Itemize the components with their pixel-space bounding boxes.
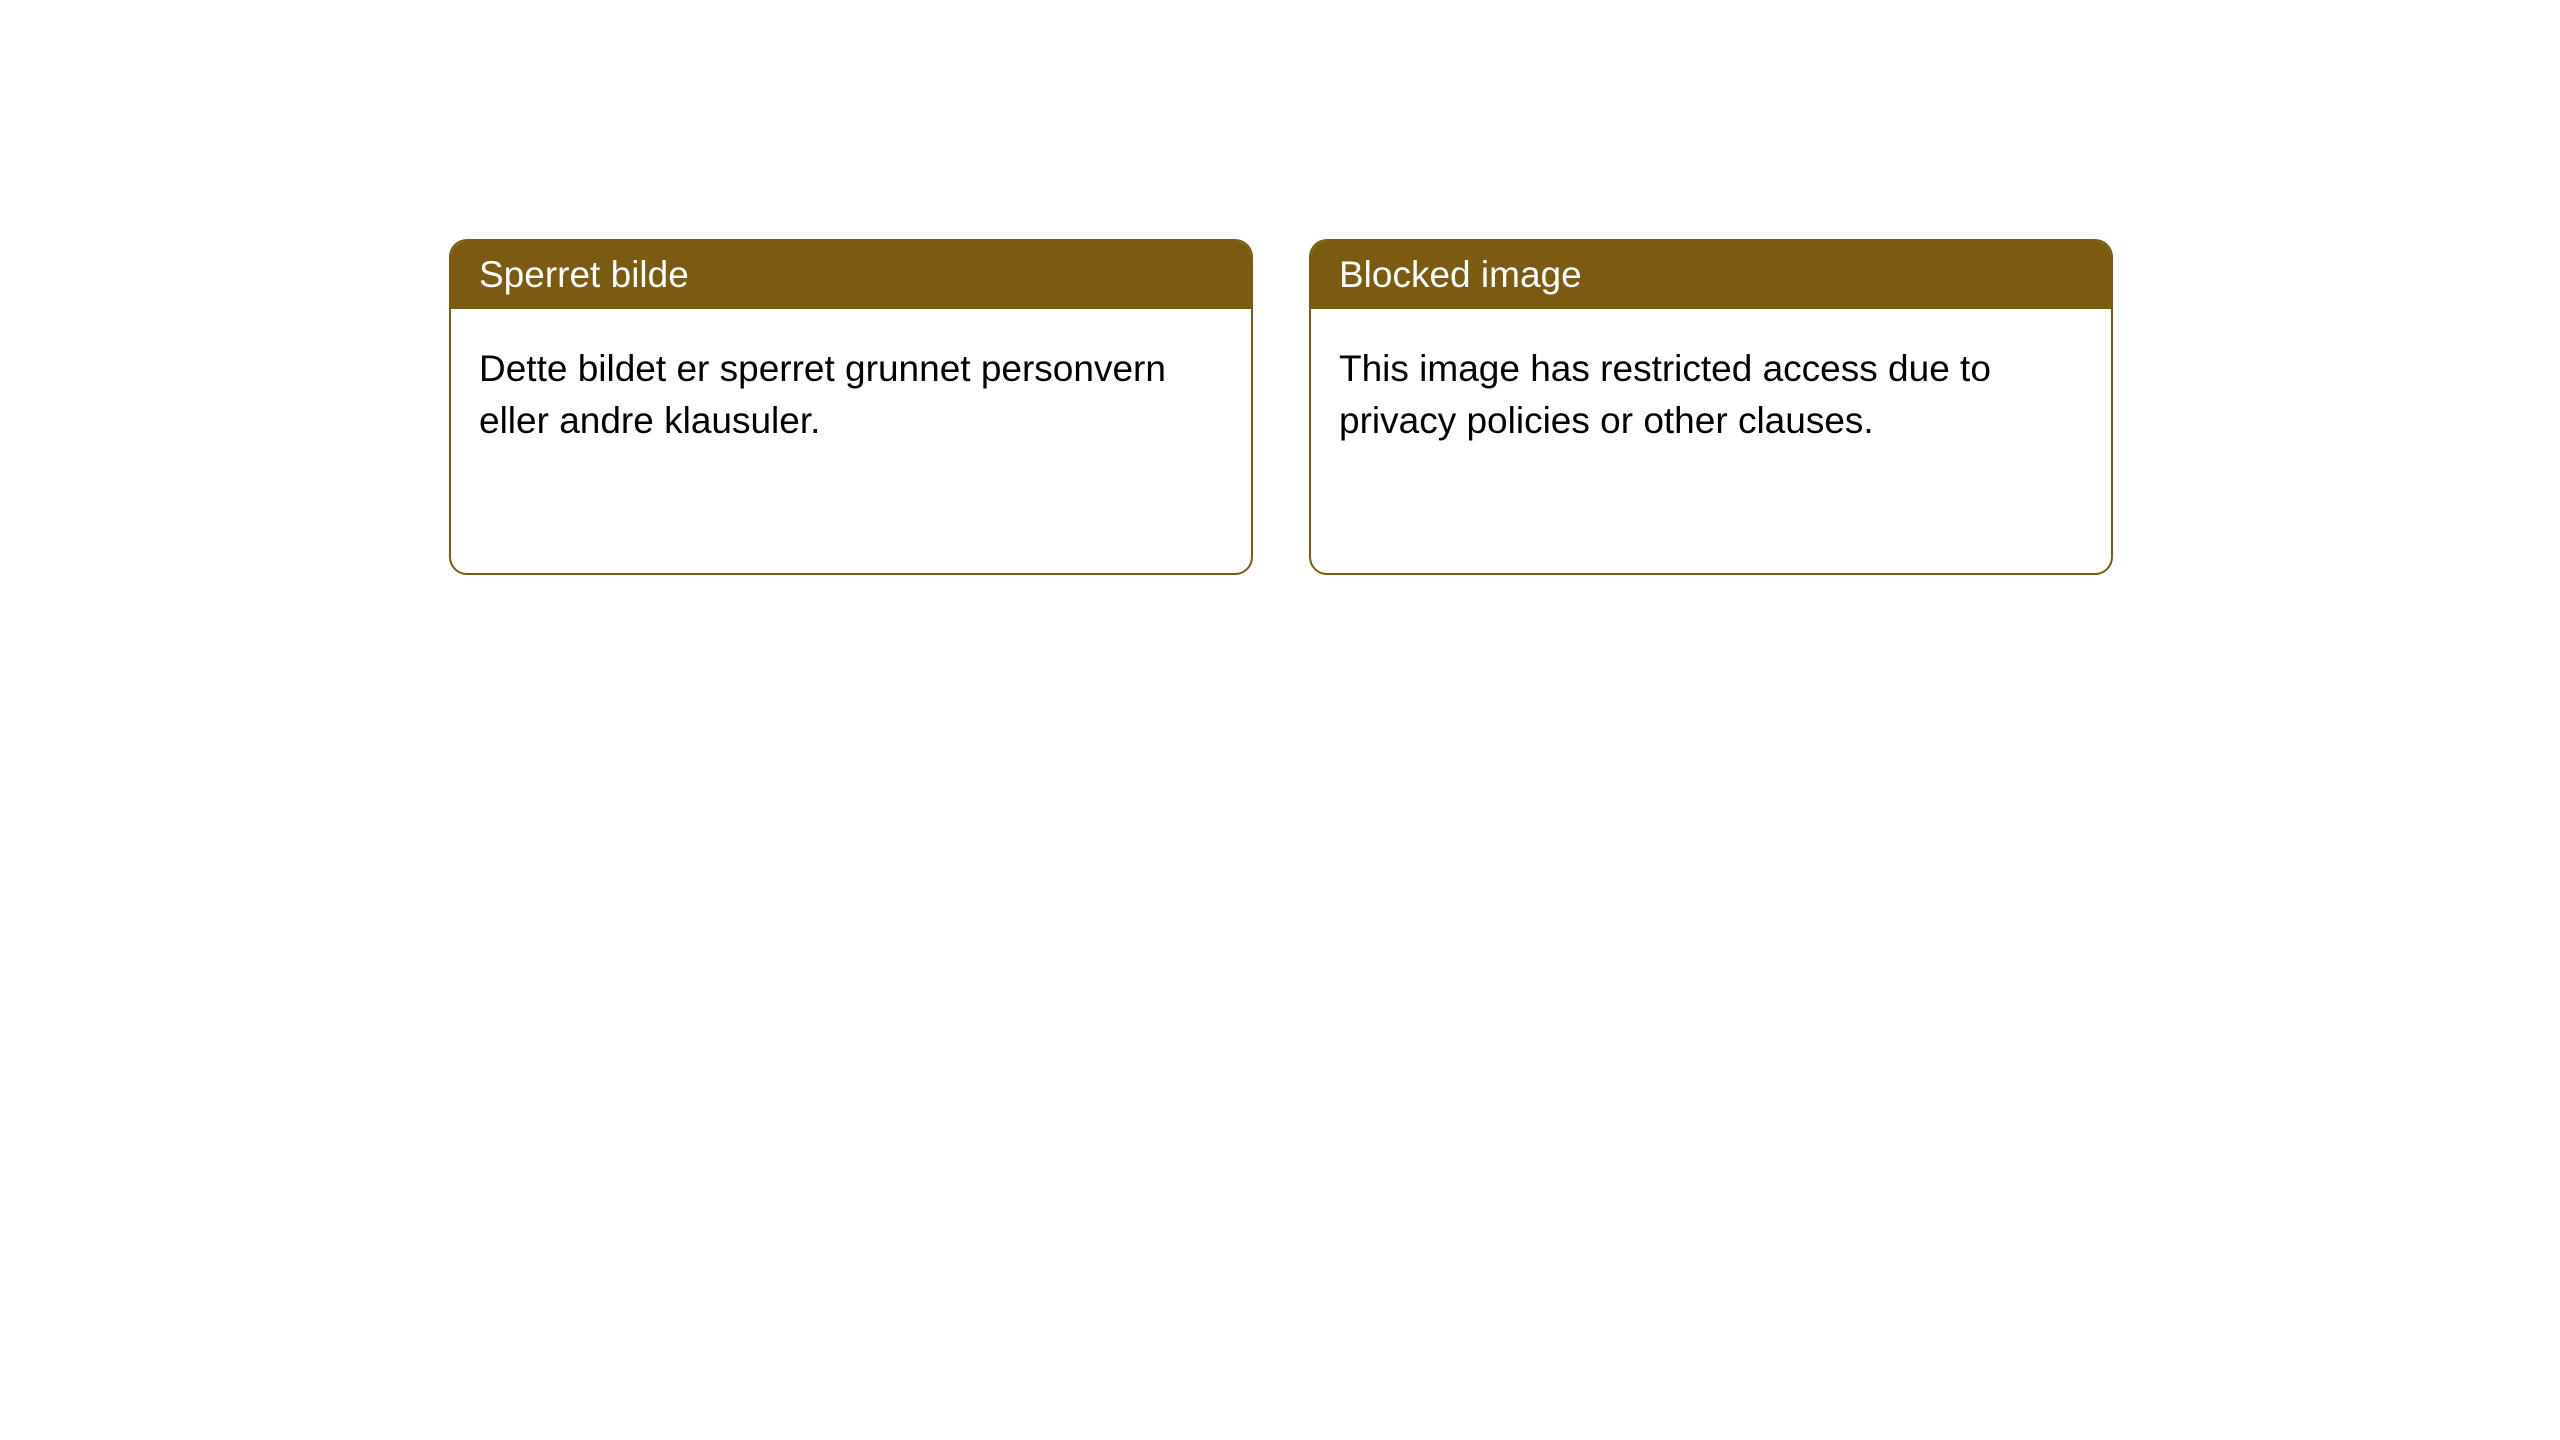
card-text-no: Dette bildet er sperret grunnet personve… bbox=[479, 348, 1166, 441]
card-body-no: Dette bildet er sperret grunnet personve… bbox=[451, 309, 1251, 481]
card-header-no: Sperret bilde bbox=[451, 241, 1251, 309]
card-header-en: Blocked image bbox=[1311, 241, 2111, 309]
card-body-en: This image has restricted access due to … bbox=[1311, 309, 2111, 481]
card-title-en: Blocked image bbox=[1339, 254, 1582, 295]
blocked-image-card-en: Blocked image This image has restricted … bbox=[1309, 239, 2113, 575]
card-title-no: Sperret bilde bbox=[479, 254, 689, 295]
card-text-en: This image has restricted access due to … bbox=[1339, 348, 1991, 441]
blocked-image-card-no: Sperret bilde Dette bildet er sperret gr… bbox=[449, 239, 1253, 575]
cards-container: Sperret bilde Dette bildet er sperret gr… bbox=[449, 239, 2113, 575]
